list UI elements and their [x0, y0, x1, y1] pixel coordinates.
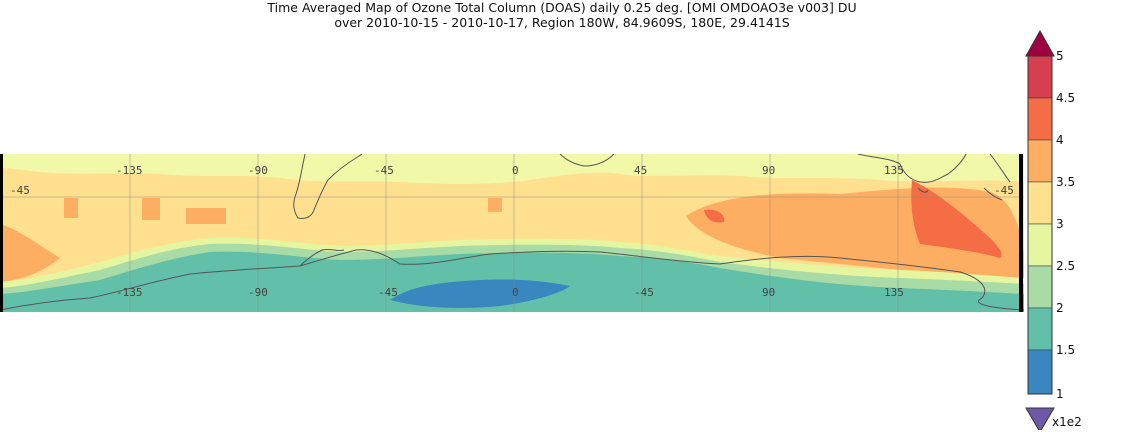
- colorbar-tick: 3.5: [1056, 175, 1075, 189]
- colorbar-band-6: [1027, 139, 1053, 183]
- colorbar-tick: 4: [1056, 133, 1064, 147]
- top-lon-labels: -135 -90 -45 0 45 90 135: [116, 164, 904, 177]
- map-right-edge: [1019, 154, 1023, 312]
- bottom-lon-label: -45: [378, 286, 398, 299]
- ozone-band-red-small: [704, 209, 725, 223]
- colorbar-band-5: [1027, 181, 1053, 225]
- bottom-lon-label: 135: [884, 286, 904, 299]
- colorbar-tick: 1.5: [1056, 343, 1075, 357]
- bottom-lon-label: -90: [248, 286, 268, 299]
- colorbar-over-arrow: [1025, 30, 1055, 57]
- ozone-band-red-east: [911, 180, 1002, 258]
- gridlines: [0, 154, 1024, 312]
- top-lon-label: 45: [634, 164, 647, 177]
- colorbar-band-7: [1027, 97, 1053, 141]
- ozone-patch-1: [64, 198, 78, 218]
- title-line-1: Time Averaged Map of Ozone Total Column …: [267, 0, 857, 15]
- colorbar-band-3: [1027, 265, 1053, 309]
- colorbar-tick: 2: [1056, 301, 1064, 315]
- bottom-lon-labels: -135 -90 -45 0 -45 90 135: [116, 286, 904, 299]
- ozone-band-orange-west: [0, 224, 60, 282]
- top-lon-label: -45: [374, 164, 394, 177]
- colorbar-tick: 3: [1056, 217, 1064, 231]
- colorbar-tick: 4.5: [1056, 91, 1075, 105]
- top-lon-label: -90: [248, 164, 268, 177]
- colorbar-band-8: [1027, 55, 1053, 99]
- lat-label-right: -45: [994, 184, 1014, 197]
- colorbar: 5 4.5 4 3.5 3 2.5 2 1.5 1 x1e2: [1025, 30, 1082, 430]
- ozone-map: -135 -90 -45 0 45 90 135 -135 -90 -45 0 …: [0, 154, 1024, 312]
- ozone-band-1-0: [390, 279, 570, 308]
- colorbar-tick: 5: [1056, 49, 1064, 63]
- map-title: Time Averaged Map of Ozone Total Column …: [0, 0, 1124, 30]
- top-lon-label: 135: [884, 164, 904, 177]
- colorbar-under-arrow: [1025, 407, 1055, 430]
- lat-label-left: -45: [10, 184, 30, 197]
- colorbar-multiplier: x1e2: [1052, 415, 1082, 429]
- bottom-lon-label: -135: [116, 286, 143, 299]
- top-lon-label: 90: [762, 164, 775, 177]
- map-left-edge: [0, 154, 3, 312]
- colorbar-tick: 2.5: [1056, 259, 1075, 273]
- map-canvas: -135 -90 -45 0 45 90 135 -135 -90 -45 0 …: [0, 154, 1024, 312]
- title-line-2: over 2010-10-15 - 2010-10-17, Region 180…: [334, 15, 790, 30]
- colorbar-band-1: [1027, 349, 1053, 395]
- colorbar-band-2: [1027, 307, 1053, 351]
- top-lon-label: -135: [116, 164, 143, 177]
- colorbar-tick: 1: [1056, 387, 1064, 401]
- ozone-patch-3: [186, 208, 226, 224]
- coastlines: [0, 154, 1024, 311]
- colorbar-band-4: [1027, 223, 1053, 267]
- ozone-patch-2: [142, 198, 160, 220]
- bottom-lon-label: 90: [762, 286, 775, 299]
- top-lon-label: 0: [512, 164, 519, 177]
- ozone-band-top-light: [0, 154, 1024, 184]
- bottom-lon-label: 0: [512, 286, 519, 299]
- ozone-patch-4: [488, 198, 502, 212]
- bottom-lon-label: -45: [634, 286, 654, 299]
